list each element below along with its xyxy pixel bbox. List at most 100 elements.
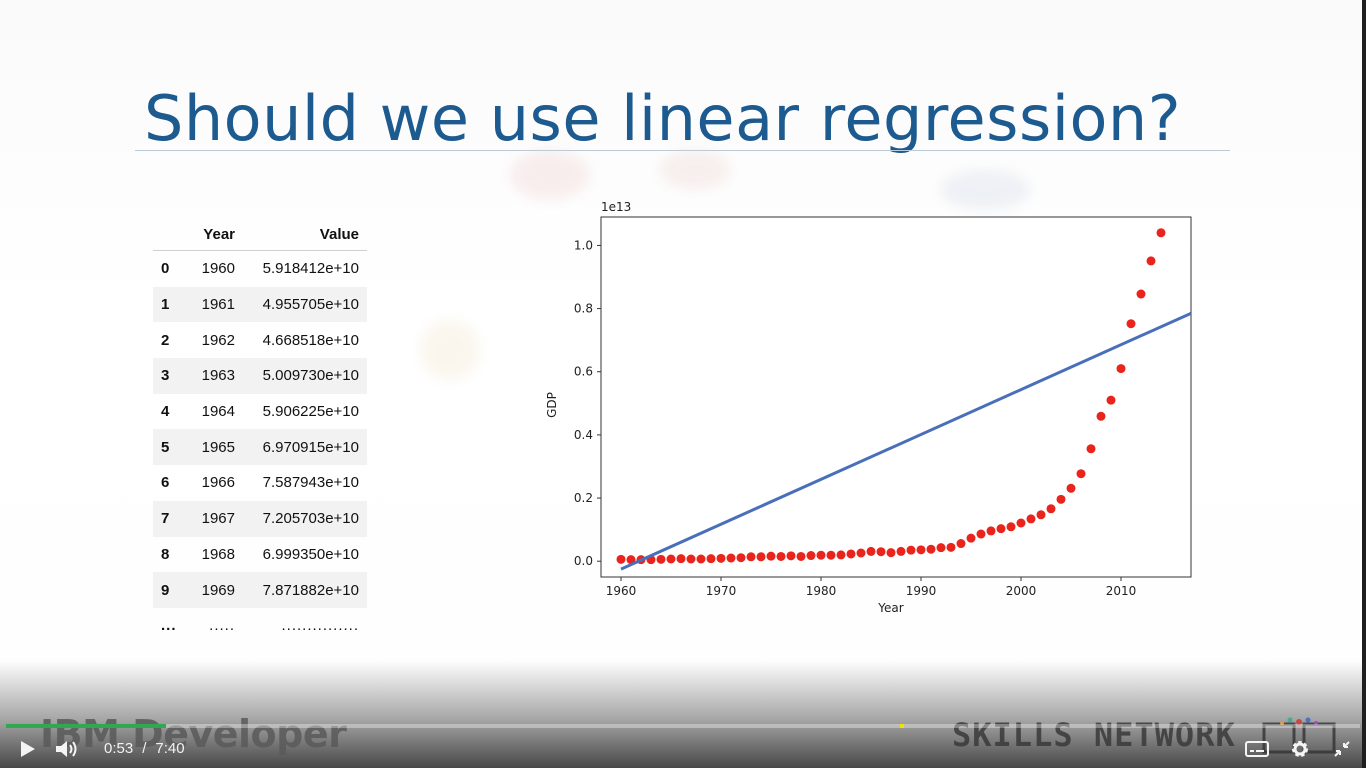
chapter-marker[interactable] [899,724,904,728]
table-row: 4 1964 5.906225e+10 [153,394,367,430]
data-point [726,553,736,563]
data-point [1076,469,1086,479]
x-tick-label: 1960 [606,584,637,598]
current-time: 0:53 [104,740,134,757]
table-row: 3 1963 5.009730e+10 [153,358,367,394]
data-point [776,551,786,561]
year-header: Year [189,218,243,251]
data-point [1016,518,1026,528]
table-ellipsis-row: ....................... [153,608,367,644]
index-header [153,218,189,251]
data-point [926,544,936,554]
seek-bar[interactable] [6,724,1360,728]
data-point [766,551,776,561]
data-point [866,546,876,556]
skills-network-book-icon [1262,717,1336,754]
data-point [786,551,796,561]
data-point [886,548,896,558]
data-point [676,554,686,564]
data-point [1006,522,1016,532]
table-row: 8 1968 6.999350e+10 [153,537,367,573]
playback-time: 0:53 / 7:40 [104,740,185,757]
volume-icon [56,741,77,757]
gear-icon [1292,741,1308,757]
time-separator: / [142,740,147,757]
data-point [796,551,806,561]
data-point [946,542,956,552]
row-index: 6 [161,474,170,492]
play-button[interactable] [14,735,42,763]
play-icon [21,741,35,757]
data-point [1026,514,1036,524]
y-tick-label: 0.4 [574,428,593,442]
data-point [806,551,816,561]
captions-button[interactable] [1243,735,1271,763]
plot-area [600,216,1192,578]
row-year: 1965 [189,429,243,466]
gdp-scatter-chart: 1960 1970 1980 1990 2000 2010 0.0 0.2 0.4 0.6 0.8 1… [545,200,1192,615]
x-tick-label: 1970 [706,584,737,598]
row-value: 7.587943e+10 [262,474,359,492]
data-point [1086,444,1096,454]
data-point [1036,510,1046,520]
table-row: 1 1961 4.955705e+10 [153,286,367,323]
settings-button[interactable] [1286,735,1314,763]
y-tick-label: 0.6 [574,365,593,379]
captions-icon [1245,741,1269,757]
row-value: 6.999350e+10 [262,545,359,563]
table-row: 9 1969 7.871882e+10 [153,572,367,608]
data-point [736,553,746,563]
row-year: 1960 [201,260,235,278]
data-point [656,554,666,564]
row-year: 1968 [201,545,235,563]
data-point [816,550,826,560]
y-tick-label: 1.0 [574,238,593,252]
slide-title: Should we use linear regression? [144,82,1182,155]
data-point [996,524,1006,534]
row-year: 1966 [201,474,235,492]
data-point [846,549,856,559]
data-point [686,554,696,564]
value-header: Value [243,218,367,251]
seek-bar-played [6,724,166,728]
data-point [896,546,906,556]
data-point [976,529,986,539]
table-row: 5 1965 6.970915e+10 [153,429,367,466]
y-scale-label: 1e13 [601,200,631,214]
watermark-decoration [420,320,480,380]
y-tick-label: 0.8 [574,302,593,316]
row-value: 5.918412e+10 [262,260,359,278]
data-point [956,539,966,549]
x-tick-label: 2000 [1006,584,1037,598]
table-header-row: Year Value [153,218,367,251]
data-point [716,553,726,563]
row-index: 5 [153,429,189,466]
table-row: 6 1966 7.587943e+10 [153,465,367,501]
data-point [966,533,976,543]
row-index: 8 [161,545,170,563]
regression-line [620,311,1191,571]
table-row: 0 1960 5.918412e+10 [153,251,367,287]
watermark-decoration [940,170,1030,210]
data-point [1116,364,1126,374]
x-tick-label: 1990 [906,584,937,598]
row-index: 1 [153,286,189,323]
exit-fullscreen-button[interactable] [1328,735,1356,763]
row-index: 3 [153,358,189,394]
row-value: 7.205703e+10 [243,500,367,537]
controls-gradient [0,660,1366,768]
row-index: 4 [161,403,170,421]
row-value: 4.955705e+10 [243,286,367,323]
data-point [1146,256,1156,266]
row-year: 1967 [189,500,243,537]
data-point [1136,289,1146,299]
ellipsis-cell: ..... [209,617,235,635]
data-point [626,555,636,565]
ibm-developer-logo: IBM Developer [40,712,347,756]
data-point [1106,395,1116,405]
row-index: 2 [161,331,170,349]
row-year: 1962 [201,331,235,349]
volume-button[interactable] [52,735,82,763]
table-row: 7 1967 7.205703e+10 [153,500,367,537]
